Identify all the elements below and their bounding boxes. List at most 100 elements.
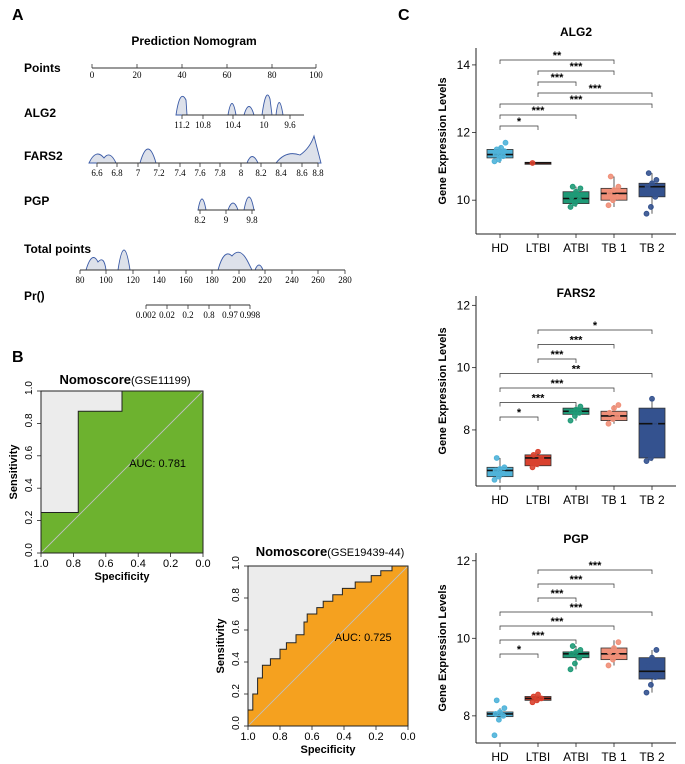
significance-bracket [499,373,653,378]
nomogram-tick-label: 0.97 [222,310,238,320]
significance-label: *** [589,560,603,572]
roc-x-tick-label: 0.4 [131,558,146,570]
roc-x-tick-label: 1.0 [33,558,48,570]
boxplot-point [576,197,583,204]
significance-bracket [499,125,539,130]
boxplot-point [643,689,650,696]
boxplot-x-tick-label: HD [491,750,509,764]
boxplot-point [614,193,621,200]
boxplot-x-tick-label: LTBI [526,241,550,255]
significance-label: ** [572,364,581,376]
roc-y-tick-label: 0.8 [231,588,242,602]
roc-x-axis-title: Specificity [94,571,150,583]
boxplot-point [535,448,541,455]
nomogram-tick-label: 10 [260,120,270,130]
boxplot-point [538,455,545,461]
boxplot-point [576,654,583,661]
roc1-title-dataset: (GSE11199) [131,375,191,387]
boxplot-point [530,451,537,458]
boxplot-x-tick-label: ATBI [563,241,589,255]
boxplot-y-tick-label: 8 [463,423,470,437]
boxplot-point [606,648,613,655]
nomogram-tick-label: 280 [338,275,352,285]
boxplot-point [535,691,541,698]
boxplot-title: FARS2 [557,286,596,300]
nomogram-tick-label: 160 [179,275,193,285]
roc-y-tick-label: 0.0 [231,716,242,730]
nomogram-tick-label: 120 [126,275,140,285]
nomogram-row-label: Pr() [24,289,45,303]
roc-curve [247,565,408,726]
boxplot-y-axis-title: Gene Expression Levels [437,327,449,454]
boxplot-y-tick-label: 12 [457,298,471,312]
nomogram-tick-label: 10.4 [225,120,241,130]
nomogram-tick-label: 9.8 [246,215,258,225]
significance-label: *** [532,105,546,117]
boxplot-point [610,197,616,204]
boxplot-point [501,705,508,712]
boxplot-x-tick-label: LTBI [526,493,550,507]
boxplot-y-axis-title: Gene Expression Levels [437,77,449,204]
boxplot-point [493,697,500,704]
roc-x-tick-label: 0.4 [336,731,351,743]
boxplot-point [569,643,576,649]
significance-bracket [537,358,577,363]
nomogram-tick-label: 80 [76,275,86,285]
roc-y-tick-label: 0.6 [24,445,35,459]
boxplot-point [529,160,536,166]
boxplot-point [498,144,505,151]
boxplot-title: PGP [563,532,588,546]
nomogram-tick-label: 0.8 [203,310,215,320]
roc-x-tick-label: 0.0 [400,731,415,743]
boxplot-point [567,666,574,673]
roc-chart-gse19439: Nomoscore(GSE19439-44) AUC: 0.725 1.0 0.8 0… [215,544,416,756]
nomogram-tick-label: 6.8 [111,168,123,178]
boxplot-x-tick-label: TB 2 [639,750,665,764]
nomogram-tick-label: 8.2 [255,168,266,178]
boxplot-point [529,464,536,471]
boxplot-y-tick-label: 10 [457,193,471,207]
boxplot-y-axis-title: Gene Expression Levels [437,584,449,711]
panel-label-c: C [398,7,410,24]
roc-y-tick-label: 0.2 [231,684,242,698]
boxplot-point [496,473,502,480]
roc-diagonal [40,390,204,554]
boxplot-point [496,156,502,163]
nomogram-tick-label: 100 [309,70,323,80]
roc-y-tick-label: 0.8 [24,413,35,427]
roc-auc-label: AUC: 0.725 [335,632,392,644]
roc-x-tick-label: 0.0 [195,558,210,570]
boxplot-point [568,193,575,200]
roc1-title: Nomoscore(GSE11199) [59,372,190,387]
boxplot-point [496,716,502,723]
nomogram-tick-label: 180 [205,275,219,285]
boxplot-point [606,190,613,197]
boxplot-point [611,187,617,193]
nomogram-row-label: FARS2 [24,149,63,163]
boxplot-x-tick-label: ATBI [563,750,589,764]
boxplot-point [611,645,617,651]
nomogram-tick-label: 240 [285,275,299,285]
significance-label: * [517,116,522,128]
significance-bracket [537,569,653,574]
nomogram-density-curve [197,196,255,211]
boxplot-point [502,139,509,146]
roc-x-tick-label: 0.6 [304,731,319,743]
nomogram-tick-label: 20 [133,70,143,80]
boxplot-fars2: FARS2 8 10 12 Gene Expression Levels HD LTBI AT… [437,286,676,507]
boxplot-point [643,210,650,217]
nomogram-density-curve [85,249,264,271]
roc-y-axis-title: Sensitivity [215,618,227,674]
roc-y-tick-label: 1.0 [231,556,242,570]
nomogram-tick-label: 100 [99,275,113,285]
nomogram-chart: Prediction Nomogram Points 0 20 40 60 80 100 AL… [24,34,352,320]
roc2-title: Nomoscore(GSE19439-44) [256,544,405,559]
nomogram-tick-label: 8.8 [312,168,324,178]
significance-label: *** [532,393,546,405]
boxplot-point [649,395,655,402]
roc-y-tick-label: 1.0 [24,381,35,395]
significance-label: *** [551,616,565,628]
nomogram-tick-label: 0.2 [182,310,193,320]
boxplot-point [648,681,654,688]
